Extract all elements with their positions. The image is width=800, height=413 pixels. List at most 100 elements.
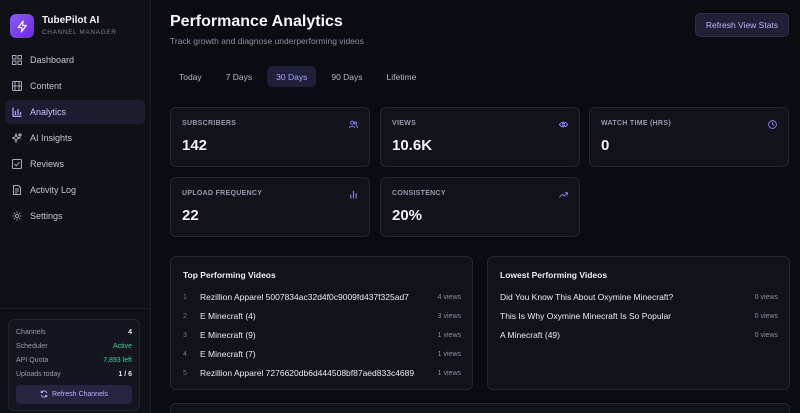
status-value: 1 / 6 xyxy=(118,371,132,379)
eye-icon xyxy=(559,121,568,128)
stat-card-watch-time: WATCH TIME (HRS) 0 xyxy=(589,107,789,167)
video-views: 1 views xyxy=(437,331,461,339)
main-content: Performance Analytics Track growth and d… xyxy=(151,0,800,413)
stat-label: WATCH TIME (HRS) xyxy=(601,120,671,127)
checklist-icon xyxy=(12,159,22,169)
status-label: Channels xyxy=(16,328,46,336)
brand-subtitle: CHANNEL MANAGER xyxy=(42,29,117,36)
sparkle-icon xyxy=(12,133,22,143)
list-item[interactable]: This Is Why Oxymine Minecraft Is So Popu… xyxy=(500,310,778,322)
list-item[interactable]: Did You Know This About Oxymine Minecraf… xyxy=(500,291,778,303)
status-row-scheduler: Scheduler Active xyxy=(16,339,132,353)
stat-value: 20% xyxy=(392,207,423,224)
sidebar-item-reviews[interactable]: Reviews xyxy=(5,152,145,176)
brand: TubePilot AI CHANNEL MANAGER xyxy=(0,0,150,40)
gear-icon xyxy=(12,211,22,221)
status-value: 4 xyxy=(128,328,132,336)
panel-title: Lowest Performing Videos xyxy=(500,270,608,280)
sidebar-item-settings[interactable]: Settings xyxy=(5,204,145,228)
page-title: Performance Analytics xyxy=(170,13,343,30)
video-title: Did You Know This About Oxymine Minecraf… xyxy=(500,292,674,302)
clock-icon xyxy=(768,120,777,129)
stat-label: VIEWS xyxy=(392,120,417,127)
page-subtitle: Track growth and diagnose underperformin… xyxy=(170,36,364,46)
video-views: 0 views xyxy=(754,312,778,320)
video-views: 3 views xyxy=(437,312,461,320)
bar-chart-icon xyxy=(350,190,357,199)
refresh-view-stats-button[interactable]: Refresh View Stats xyxy=(695,13,789,37)
stat-label: CONSISTENCY xyxy=(392,190,446,197)
stat-value: 22 xyxy=(182,207,199,224)
sidebar-nav: Dashboard Content Analytics AI Insights … xyxy=(0,48,150,228)
sidebar-footer: Channels 4 Scheduler Active API Quota 7,… xyxy=(0,308,150,413)
status-row-uploads-today: Uploads today 1 / 6 xyxy=(16,368,132,382)
list-item[interactable]: 1 Rezillion Apparel 5007834ac32d4f0c9009… xyxy=(183,291,461,303)
dashboard-icon xyxy=(12,55,22,65)
brand-title: TubePilot AI xyxy=(42,15,100,26)
stat-label: SUBSCRIBERS xyxy=(182,120,237,127)
video-views: 1 views xyxy=(437,369,461,377)
sidebar: TubePilot AI CHANNEL MANAGER Dashboard C… xyxy=(0,0,151,413)
stat-value: 0 xyxy=(601,137,610,154)
trend-up-icon xyxy=(559,192,568,198)
panel-title: Top Performing Videos xyxy=(183,270,276,280)
time-range-tabs: Today 7 Days 30 Days 90 Days Lifetime xyxy=(170,66,431,87)
video-rank: 4 xyxy=(183,350,187,358)
sidebar-item-label: Dashboard xyxy=(30,55,75,65)
tab-90-days[interactable]: 90 Days xyxy=(331,71,363,82)
stat-value: 142 xyxy=(182,137,208,154)
status-label: Scheduler xyxy=(16,342,48,350)
refresh-channels-button[interactable]: Refresh Channels xyxy=(16,384,132,404)
sidebar-item-label: AI Insights xyxy=(30,133,73,143)
status-row-channels: Channels 4 xyxy=(16,325,132,339)
sidebar-item-label: Reviews xyxy=(30,159,65,169)
bar-chart-icon xyxy=(12,107,22,117)
sidebar-item-label: Activity Log xyxy=(30,185,77,195)
film-icon xyxy=(12,81,22,91)
video-views: 0 views xyxy=(754,293,778,301)
video-title: E Minecraft (4) xyxy=(200,311,256,321)
stat-label: UPLOAD FREQUENCY xyxy=(182,190,263,197)
top-videos-panel: Top Performing Videos 1 Rezillion Appare… xyxy=(170,256,473,390)
tab-today[interactable]: Today xyxy=(179,71,202,82)
stat-card-consistency: CONSISTENCY 20% xyxy=(380,177,580,237)
refresh-icon xyxy=(40,390,48,398)
stat-value: 10.6K xyxy=(392,137,433,154)
video-views: 1 views xyxy=(437,350,461,358)
status-card: Channels 4 Scheduler Active API Quota 7,… xyxy=(8,319,140,411)
video-title: E Minecraft (7) xyxy=(200,349,256,359)
video-rank: 3 xyxy=(183,331,187,339)
video-rank: 5 xyxy=(183,369,187,377)
sidebar-item-ai-insights[interactable]: AI Insights xyxy=(5,126,145,150)
video-rank: 1 xyxy=(183,293,187,301)
sidebar-item-analytics[interactable]: Analytics xyxy=(5,100,145,124)
log-icon xyxy=(13,185,21,195)
sidebar-item-dashboard[interactable]: Dashboard xyxy=(5,48,145,72)
status-label: API Quota xyxy=(16,356,49,364)
tab-30-days[interactable]: 30 Days xyxy=(267,66,317,87)
list-item[interactable]: 2 E Minecraft (4) 3 views xyxy=(183,310,461,322)
stat-card-views: VIEWS 10.6K xyxy=(380,107,580,167)
list-item[interactable]: A Minecraft (49) 0 views xyxy=(500,329,778,341)
sidebar-item-label: Settings xyxy=(30,211,63,221)
sidebar-item-content[interactable]: Content xyxy=(5,74,145,98)
list-item[interactable]: 5 Rezillion Apparel 7276620db6d444508bf8… xyxy=(183,367,461,379)
video-title: Rezillion Apparel 5007834ac32d4f0c9009fd… xyxy=(200,292,409,302)
video-views: 4 views xyxy=(437,293,461,301)
stat-card-upload-frequency: UPLOAD FREQUENCY 22 xyxy=(170,177,370,237)
list-item[interactable]: 3 E Minecraft (9) 1 views xyxy=(183,329,461,341)
refresh-channels-label: Refresh Channels xyxy=(51,390,109,398)
lightning-logo-icon xyxy=(10,14,34,38)
tab-lifetime[interactable]: Lifetime xyxy=(386,71,417,82)
status-row-api-quota: API Quota 7,893 left xyxy=(16,353,132,367)
tab-7-days[interactable]: 7 Days xyxy=(225,71,253,82)
video-title: E Minecraft (9) xyxy=(200,330,256,340)
sidebar-item-label: Analytics xyxy=(30,107,67,117)
status-value: 7,893 left xyxy=(103,356,132,364)
sidebar-item-activity-log[interactable]: Activity Log xyxy=(5,178,145,202)
sidebar-item-label: Content xyxy=(30,81,62,91)
users-icon xyxy=(349,120,358,129)
video-views: 0 views xyxy=(754,331,778,339)
list-item[interactable]: 4 E Minecraft (7) 1 views xyxy=(183,348,461,360)
